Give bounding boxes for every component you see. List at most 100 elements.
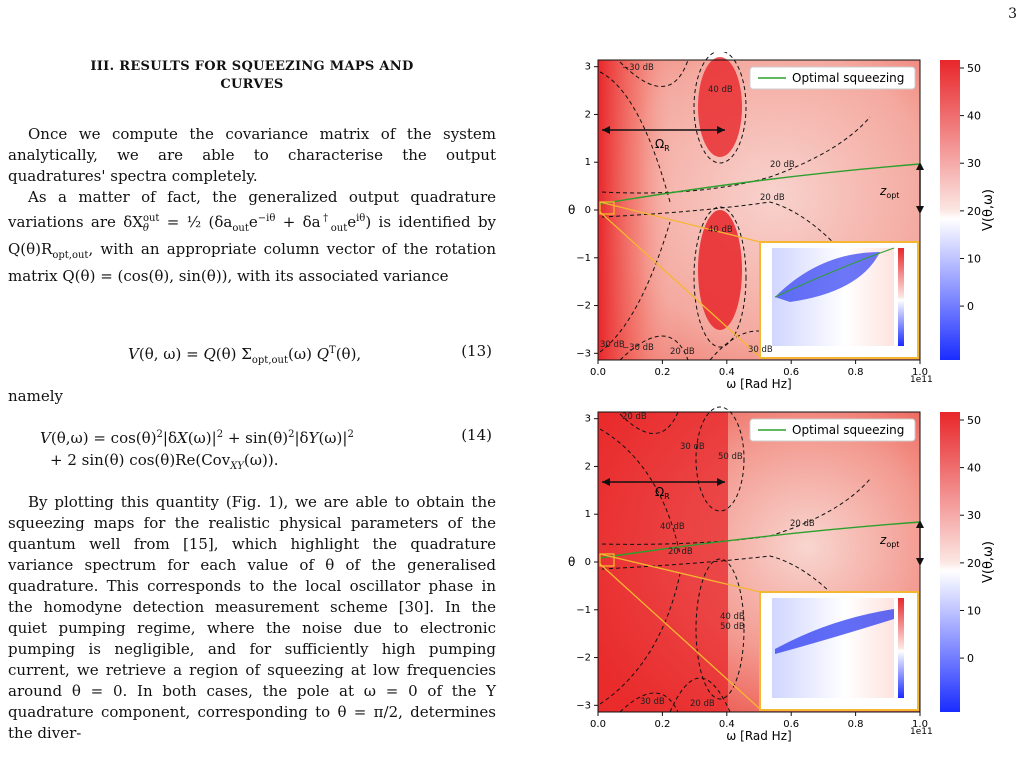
contour-label: 20 dB [622, 412, 647, 422]
zoom-line-1 [599, 201, 761, 243]
paragraph-1: Once we compute the covariance matrix of… [8, 125, 496, 185]
legend: Optimal squeezing [749, 66, 916, 90]
contour-4 [599, 221, 671, 353]
optimal-squeezing-curve [599, 163, 921, 205]
z-opt-label: zopt [879, 533, 899, 549]
section-title-line-1: III. RESULTS FOR SQUEEZING MAPS AND [90, 59, 414, 74]
contour-label: 40 dB [708, 85, 733, 95]
x-ticks: 0.0 0.2 0.4 0.6 0.8 1.0 [590, 712, 928, 730]
x-tick-label: 0.4 [719, 367, 735, 378]
contour-1 [695, 406, 745, 512]
legend-label: Optimal squeezing [792, 71, 904, 85]
x-tick-label: 0.0 [590, 367, 606, 378]
contour-label: 30 dB [640, 697, 665, 707]
x-tick-label: 1.0 [912, 719, 928, 730]
zoom-line-1 [599, 553, 761, 593]
y-tick-label: 3 [585, 414, 591, 425]
inset-squeezing-region [775, 252, 880, 302]
contour-label: 20 dB [770, 160, 795, 170]
y-tick-label: −1 [576, 253, 591, 264]
contour-labels: −30 dB 40 dB 20 dB 20 dB 40 dB −30 dB 20 dB 30 … [600, 63, 795, 357]
paragraph-3: By plotting this quantity (Fig. 1), we a… [8, 493, 496, 742]
inset-zoom-lines [599, 553, 761, 710]
colorbar-ticks: 50 40 30 20 10 0 [960, 414, 981, 665]
red-lobe-top [698, 57, 742, 157]
contour-label: 20 dB [670, 347, 695, 357]
contour-4 [599, 573, 681, 705]
x-tick-label: 0.2 [654, 719, 670, 730]
equation-14: V(θ,ω) = cos(θ)2|δX(ω)|2 + sin(θ)2|δY(ω)… [40, 426, 492, 472]
contour-3 [599, 71, 671, 203]
colorbar-tick-label: 40 [967, 110, 981, 123]
x-scale-label: 1e11 [910, 727, 933, 737]
x-tick-label: 0.2 [654, 367, 670, 378]
contour-9 [709, 330, 801, 361]
zoom-line-2 [599, 211, 761, 358]
x-tick-label: 1.0 [912, 367, 928, 378]
x-tick-label: 0.0 [590, 719, 606, 730]
y-tick-label: 0 [585, 205, 591, 216]
red-lobe-bottom [698, 210, 742, 330]
contours [599, 52, 911, 361]
x-axis-label: ω [Rad Hz] [726, 377, 791, 391]
p2-tail: , with an appropriate column vector of t… [8, 240, 496, 285]
y-tick-label: 1 [585, 157, 591, 168]
x-tick-label: 0.4 [719, 719, 735, 730]
y-axis-label: θ [568, 555, 575, 569]
omega-r-arrow: ΩR [602, 126, 725, 153]
colorbar-tick-label: 10 [967, 252, 981, 265]
namely: namely [8, 387, 63, 405]
contour-label: 30 dB [748, 345, 773, 355]
x-scale-label: 1e11 [910, 375, 933, 385]
contour-label: 40 dB [660, 522, 685, 532]
y-ticks: −3 −2 −1 0 1 2 3 [576, 414, 598, 711]
y-tick-label: −2 [576, 301, 591, 312]
x-tick-label: 0.6 [783, 367, 799, 378]
omega-r-label: ΩR [655, 485, 670, 501]
colorbar-tick-label: 30 [967, 157, 981, 170]
squeezing-map-bottom: ΩR zopt Optimal squeezing 0.0 0.2 0.4 0.6 0.… [568, 406, 996, 743]
colorbar [940, 412, 960, 712]
y-tick-label: 2 [585, 109, 591, 120]
colorbar-tick-label: 10 [967, 604, 981, 617]
y-ticks: −3 −2 −1 0 1 2 3 [576, 62, 598, 359]
paragraph-2: As a matter of fact, the generalized out… [8, 188, 497, 285]
contour-8 [619, 692, 679, 713]
contour-label: −30 dB [622, 343, 654, 353]
section-title: III. RESULTS FOR SQUEEZING MAPS AND CURV… [8, 58, 496, 94]
contour-label: 20 dB [668, 547, 693, 557]
x-axis-label: ω [Rad Hz] [726, 729, 791, 743]
colorbar-label: V(θ,ω) [981, 189, 996, 231]
eq13-number: (13) [461, 342, 492, 360]
contour-label: −30 dB [622, 63, 654, 73]
omega-r-label: ΩR [655, 137, 670, 153]
colorbar-tick-label: 50 [967, 414, 981, 427]
contour-7 [619, 411, 679, 434]
contour-7 [619, 59, 689, 87]
contours [599, 406, 911, 713]
inset-zoom-lines [599, 201, 761, 358]
colorbar-ticks: 50 40 30 20 10 0 [960, 62, 981, 313]
contour-label: 40 dB [708, 225, 733, 235]
contour-label: 50 dB [718, 452, 743, 462]
y-tick-label: −3 [576, 700, 591, 711]
contour-9 [669, 677, 731, 713]
y-tick-label: −1 [576, 605, 591, 616]
zoom-line-2 [599, 563, 761, 710]
legend-label: Optimal squeezing [792, 423, 904, 437]
y-tick-label: 1 [585, 509, 591, 520]
inset-squeezing-region [775, 609, 894, 654]
contour-5 [601, 116, 871, 194]
legend: Optimal squeezing [749, 418, 916, 442]
equation-13: V(θ, ω) = Q(θ) Σopt,out(ω) QT(θ), (13) [128, 342, 492, 366]
eq14-number: (14) [461, 426, 492, 444]
y-tick-label: 0 [585, 557, 591, 568]
contour-label: 20 dB [690, 699, 715, 709]
omega-r-arrow: ΩR [602, 478, 725, 501]
y-tick-label: 2 [585, 461, 591, 472]
contour-2 [693, 206, 747, 348]
contour-2 [695, 558, 745, 700]
zoom-source-box [599, 553, 615, 567]
x-tick-label: 0.8 [848, 367, 864, 378]
